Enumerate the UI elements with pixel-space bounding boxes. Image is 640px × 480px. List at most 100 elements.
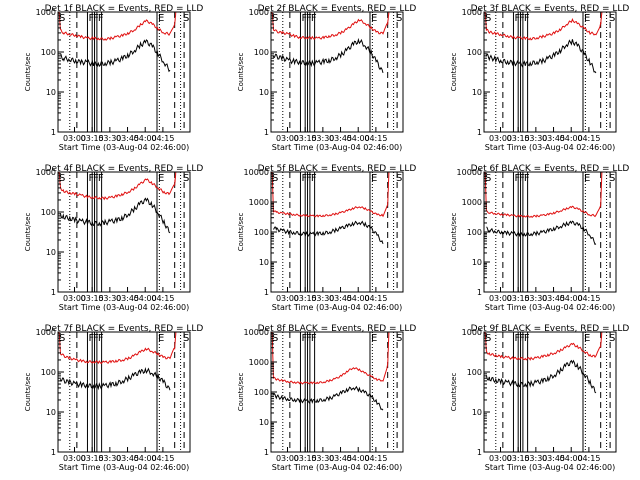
lld-series-line [484, 332, 603, 361]
y-tick-label: 1 [477, 288, 482, 297]
lld-series-line [484, 172, 603, 218]
phase-marker-label: S [272, 173, 278, 184]
events-series-line [272, 385, 384, 411]
phase-marker-label: E [371, 173, 377, 184]
y-tick-label: 100 [41, 208, 56, 217]
x-tick-label: 03:15 [507, 454, 530, 463]
y-axis-label: Counts/sec [24, 373, 32, 412]
plot-frame [483, 331, 617, 453]
x-axis-label: Start Time (03-Aug-04 02:46:00) [59, 303, 190, 312]
phase-marker-label: E [158, 13, 164, 24]
phase-markers: S FFF E S [272, 13, 402, 24]
y-tick-label: 1000 [462, 328, 482, 337]
lld-series-line [58, 332, 177, 365]
phase-marker-label: F [519, 333, 525, 344]
y-tick-label: 100 [41, 48, 56, 57]
x-tick-label: 03:15 [294, 454, 317, 463]
chart-panel-9: Det 9f BLACK = Events, RED = LLD 1 10 100 10… [450, 324, 629, 472]
x-tick-label: 04:00 [347, 134, 370, 143]
x-tick-label: 04:00 [134, 454, 157, 463]
chart-title: Det 5f BLACK = Events, RED = LLD [258, 164, 417, 174]
phase-marker-label: F [88, 173, 94, 184]
phase-marker-label: S [485, 173, 491, 184]
y-tick-label: 10 [259, 88, 269, 97]
phase-marker-label: S [396, 173, 402, 184]
phase-marker-label: E [158, 333, 164, 344]
x-tick-label: 04:15 [364, 294, 387, 303]
x-tick-label: 03:30 [98, 454, 121, 463]
plot-frame [483, 11, 617, 133]
phase-marker-label: F [524, 333, 530, 344]
y-axis-label: Counts/sec [450, 373, 458, 412]
y-axis: 1 10 100 1000 10000 [457, 168, 490, 297]
x-tick-label: 03:30 [98, 294, 121, 303]
phase-marker-label: F [93, 333, 99, 344]
phase-marker-label: F [519, 173, 525, 184]
x-tick-label: 03:15 [81, 454, 104, 463]
x-tick-label: 03:30 [524, 454, 547, 463]
phase-markers: S FFF E S [485, 173, 615, 184]
y-axis-label: Counts/sec [237, 373, 245, 412]
x-tick-label: 03:30 [524, 294, 547, 303]
chart-panel-3: Det 3f BLACK = Events, RED = LLD 1 10 100 10… [450, 4, 629, 152]
x-tick-label: 03:00 [489, 294, 512, 303]
phase-marker-label: F [306, 173, 312, 184]
event-lines [282, 12, 398, 132]
lld-series-line [484, 12, 603, 41]
plot-frame [57, 331, 191, 453]
x-tick-label: 03:15 [507, 294, 530, 303]
events-series-line [59, 197, 171, 234]
x-tick-label: 03:00 [276, 454, 299, 463]
phase-marker-label: S [609, 13, 615, 24]
y-axis: 1 10 100 1000 [462, 8, 490, 137]
x-tick-label: 04:00 [347, 454, 370, 463]
x-tick-label: 03:00 [489, 134, 512, 143]
chart-title: Det 7f BLACK = Events, RED = LLD [45, 324, 204, 334]
y-tick-label: 1 [264, 128, 269, 137]
y-tick-label: 1 [264, 448, 269, 457]
phase-marker-label: F [514, 173, 520, 184]
phase-marker-label: F [98, 13, 104, 24]
y-axis: 1 10 100 1000 [462, 328, 490, 457]
phase-marker-label: S [609, 333, 615, 344]
y-tick-label: 10 [46, 248, 56, 257]
x-tick-label: 03:00 [63, 454, 86, 463]
x-axis-label: Start Time (03-Aug-04 02:46:00) [272, 303, 403, 312]
y-axis: 1 10 100 1000 10000 [244, 328, 277, 457]
plot-frame [57, 11, 191, 133]
x-axis-label: Start Time (03-Aug-04 02:46:00) [272, 463, 403, 472]
chart-panel-6: Det 6f BLACK = Events, RED = LLD 1 10 100 10… [450, 164, 629, 312]
plot-frame [57, 171, 191, 293]
y-tick-label: 1 [477, 448, 482, 457]
x-tick-label: 03:30 [311, 294, 334, 303]
y-tick-label: 1000 [249, 8, 269, 17]
x-tick-label: 03:00 [63, 134, 86, 143]
phase-marker-label: F [519, 13, 525, 24]
y-tick-label: 10 [472, 408, 482, 417]
x-tick-label: 03:00 [276, 294, 299, 303]
phase-marker-label: S [396, 13, 402, 24]
phase-markers: S FFF E S [485, 333, 615, 344]
y-tick-label: 10000 [244, 328, 269, 337]
event-lines [495, 172, 611, 292]
phase-marker-label: S [609, 173, 615, 184]
y-tick-label: 10000 [244, 168, 269, 177]
y-axis: 1 10 100 1000 [249, 8, 277, 137]
chart-title: Det 3f BLACK = Events, RED = LLD [471, 4, 630, 14]
x-tick-label: 03:45 [329, 294, 352, 303]
lld-series-line [271, 12, 390, 40]
x-tick-label: 03:30 [311, 454, 334, 463]
chart-panel-4: Det 4f BLACK = Events, RED = LLD 1 10 100 10… [24, 164, 203, 312]
y-tick-label: 100 [41, 368, 56, 377]
phase-markers: S FFF E S [59, 333, 189, 344]
chart-panel-8: Det 8f BLACK = Events, RED = LLD 1 10 100 10… [237, 324, 416, 472]
